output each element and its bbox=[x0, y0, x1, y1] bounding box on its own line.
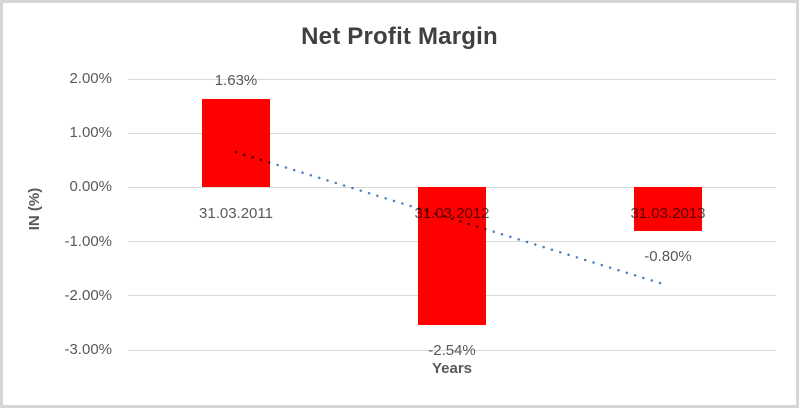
x-axis-title: Years bbox=[431, 360, 473, 377]
y-axis-tick-label: 1.00% bbox=[69, 124, 112, 142]
data-label: 1.63% bbox=[214, 72, 258, 90]
data-label: -0.80% bbox=[644, 247, 692, 265]
chart-title: Net Profit Margin bbox=[301, 23, 498, 50]
gridline bbox=[128, 349, 776, 351]
x-axis-category-label: 31.03.2011 bbox=[199, 205, 273, 222]
y-axis-tick-label: 0.00% bbox=[69, 178, 112, 196]
y-axis-tick-label: -3.00% bbox=[64, 341, 112, 358]
data-label: -2.54% bbox=[428, 342, 476, 360]
x-axis-category-label: 31.03.2013 bbox=[630, 205, 706, 222]
y-axis-title: IN (%) bbox=[26, 187, 43, 231]
y-axis-tick-label: -2.00% bbox=[64, 286, 112, 304]
y-axis-tick-label: 2.00% bbox=[69, 70, 112, 87]
gridline bbox=[128, 132, 776, 134]
bar-31.03.2011 bbox=[202, 99, 270, 188]
gridline bbox=[128, 78, 776, 80]
y-axis-tick-label: -1.00% bbox=[64, 232, 112, 250]
x-axis-category-label: 31.03.2012 bbox=[414, 205, 490, 222]
